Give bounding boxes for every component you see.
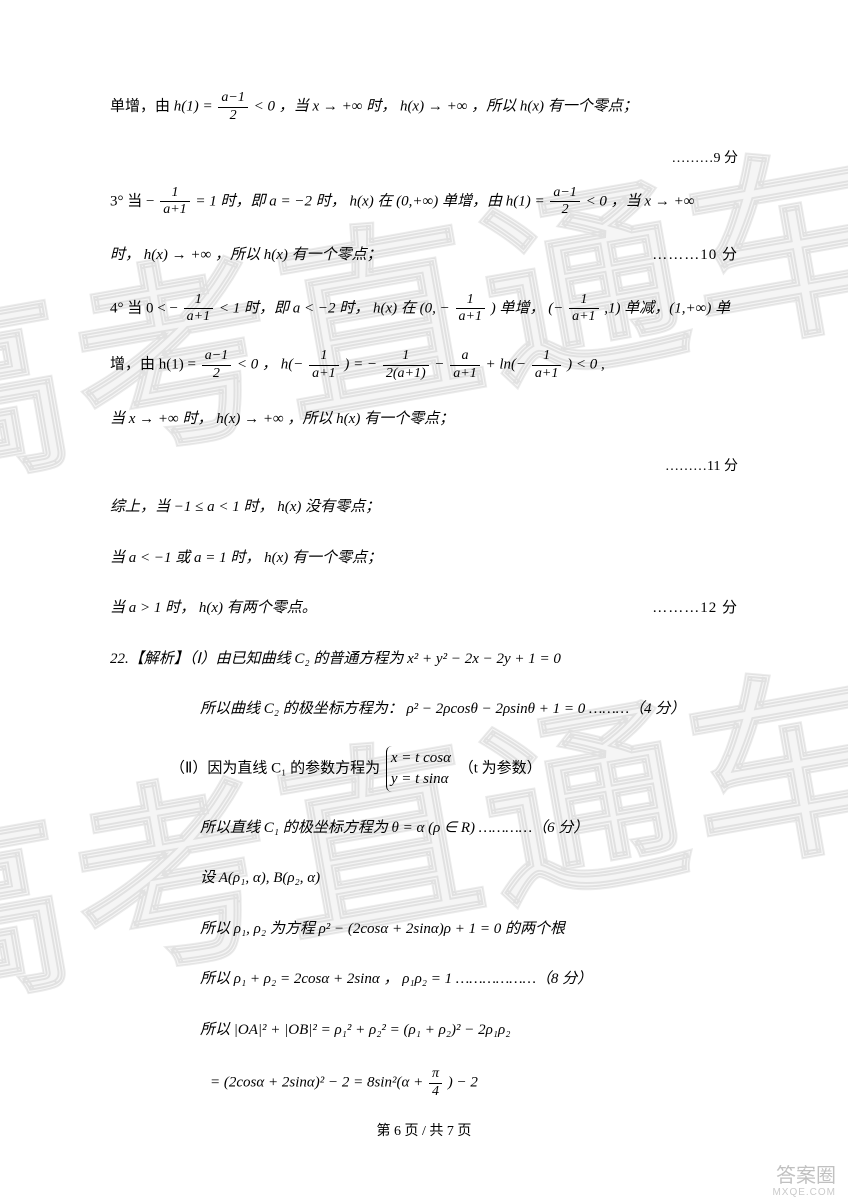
text: 当 a < −1 或 a = 1 时， h(x) 有一个零点； — [110, 550, 382, 566]
fraction: a a+1 — [450, 348, 479, 383]
line-5: 4° 当 0 < − 1 a+1 < 1 时，即 a < −2 时， h(x) … — [110, 292, 738, 327]
text: ) − 2 — [448, 1075, 478, 1091]
text: 所以 |OA|² + |OB|² = ρ₁² + ρ₂² = (ρ₁ + ρ₂)… — [200, 1022, 510, 1038]
line-7: 当 x → +∞ 时， h(x) → +∞ ，所以 h(x) 有一个零点； — [110, 405, 738, 434]
text: （t 为参数） — [459, 760, 542, 776]
corner-sub: MXQE.COM — [772, 1187, 836, 1198]
text: ,1) 单减，(1,+∞) 单 — [604, 300, 730, 316]
fraction: 1 a+1 — [309, 348, 338, 383]
q22-l5: 设 A(ρ₁, α), B(ρ₂, α) — [110, 864, 738, 893]
fraction: 1 a+1 — [456, 292, 485, 327]
score-10: ………10 分 — [652, 241, 738, 270]
corner-badge: 答案圈 — [776, 1159, 836, 1188]
line-9: 当 a < −1 或 a = 1 时， h(x) 有一个零点； — [110, 544, 738, 573]
brace-system: x = t cosα y = t sinα — [386, 746, 455, 792]
q22-l4: 所以直线 C₁ 的极坐标方程为 θ = α (ρ ∈ R) …………（6 分） — [110, 814, 738, 843]
q22-l7: 所以 ρ₁ + ρ₂ = 2cosα + 2sinα ， ρ₁ρ₂ = 1 ……… — [110, 965, 738, 994]
text: 时， h(x) → +∞ ，所以 h(x) 有一个零点； — [110, 247, 382, 263]
q22-l3: （Ⅱ）因为直线 C₁ 的参数方程为 x = t cosα y = t sinα … — [110, 746, 738, 792]
text: 22.【解析】（Ⅰ）由已知曲线 C₂ 的普通方程为 x² + y² − 2x −… — [110, 651, 561, 667]
text: − — [434, 357, 448, 373]
fraction: a−1 2 — [202, 348, 231, 383]
score-12: ………12 分 — [652, 594, 738, 623]
text: = (2cosα + 2sinα)² − 2 = 8sin²(α + — [210, 1075, 427, 1091]
text: + ln(− — [485, 357, 529, 373]
text: 当 a > 1 时， h(x) 有两个零点。 — [110, 600, 317, 616]
fraction: π 4 — [429, 1066, 442, 1101]
math: h(1) = — [174, 99, 217, 115]
text: （Ⅱ）因为直线 C₁ 的参数方程为 — [170, 760, 384, 776]
text: < 1 时，即 a < −2 时， h(x) 在 (0, − — [219, 300, 454, 316]
text: ) 单增， (− — [491, 300, 567, 316]
line-10: 当 a > 1 时， h(x) 有两个零点。 ………12 分 — [110, 594, 738, 623]
fraction: 1 2(a+1) — [383, 348, 429, 383]
q22-l8: 所以 |OA|² + |OB|² = ρ₁² + ρ₂² = (ρ₁ + ρ₂)… — [110, 1016, 738, 1045]
text: 所以直线 C₁ 的极坐标方程为 θ = α (ρ ∈ R) …………（6 分） — [200, 820, 588, 836]
fraction: a−1 2 — [550, 185, 579, 220]
text: 当 x → +∞ 时， h(x) → +∞ ，所以 h(x) 有一个零点； — [110, 411, 454, 427]
q22-l2: 所以曲线 C₂ 的极坐标方程为： ρ² − 2ρcosθ − 2ρsinθ + … — [110, 695, 738, 724]
text: 增，由 h(1) = — [110, 357, 200, 373]
text: 所以 ρ₁, ρ₂ 为方程 ρ² − (2cosα + 2sinα)ρ + 1 … — [200, 921, 565, 937]
text: 4° 当 0 < − — [110, 300, 182, 316]
fraction: 1 a+1 — [569, 292, 598, 327]
score-9: ………9 分 — [110, 147, 738, 167]
text: 所以 ρ₁ + ρ₂ = 2cosα + 2sinα ， ρ₁ρ₂ = 1 ……… — [200, 971, 592, 987]
text: < 0 ，当 x → +∞ 时， h(x) → +∞ ，所以 h(x) 有一个零… — [254, 99, 638, 115]
line-8: 综上，当 −1 ≤ a < 1 时， h(x) 没有零点； — [110, 493, 738, 522]
page-content: 单增，由 h(1) = a−1 2 < 0 ，当 x → +∞ 时， h(x) … — [0, 0, 848, 1163]
line-3: 3° 当 − 1 a+1 = 1 时，即 a = −2 时， h(x) 在 (0… — [110, 185, 738, 220]
fraction: 1 a+1 — [160, 185, 189, 220]
q22-head: 22.【解析】（Ⅰ）由已知曲线 C₂ 的普通方程为 x² + y² − 2x −… — [110, 645, 738, 674]
line-6: 增，由 h(1) = a−1 2 < 0 ， h(− 1 a+1 ) = − 1… — [110, 348, 738, 383]
text: 3° 当 − — [110, 193, 158, 209]
line-1: 单增，由 h(1) = a−1 2 < 0 ，当 x → +∞ 时， h(x) … — [110, 90, 738, 125]
line-4: 时， h(x) → +∞ ，所以 h(x) 有一个零点； ………10 分 — [110, 241, 738, 270]
text: = 1 时，即 a = −2 时， h(x) 在 (0,+∞) 单增，由 h(1… — [195, 193, 548, 209]
q22-l6: 所以 ρ₁, ρ₂ 为方程 ρ² − (2cosα + 2sinα)ρ + 1 … — [110, 915, 738, 944]
text: < 0 ， h(− — [237, 357, 307, 373]
text: 设 A(ρ₁, α), B(ρ₂, α) — [200, 870, 320, 886]
text: ) = − — [344, 357, 381, 373]
text: 所以曲线 C₂ 的极坐标方程为： ρ² − 2ρcosθ − 2ρsinθ + … — [200, 701, 685, 717]
score-11: ………11 分 — [110, 455, 738, 475]
fraction: 1 a+1 — [184, 292, 213, 327]
text: < 0 ，当 x → +∞ — [586, 193, 695, 209]
text: 综上，当 −1 ≤ a < 1 时， h(x) 没有零点； — [110, 499, 380, 515]
q22-l9: = (2cosα + 2sinα)² − 2 = 8sin²(α + π 4 )… — [110, 1066, 738, 1101]
text: 单增，由 — [110, 99, 174, 115]
fraction: a−1 2 — [218, 90, 247, 125]
text: ) < 0 , — [567, 357, 605, 373]
fraction: 1 a+1 — [532, 348, 561, 383]
